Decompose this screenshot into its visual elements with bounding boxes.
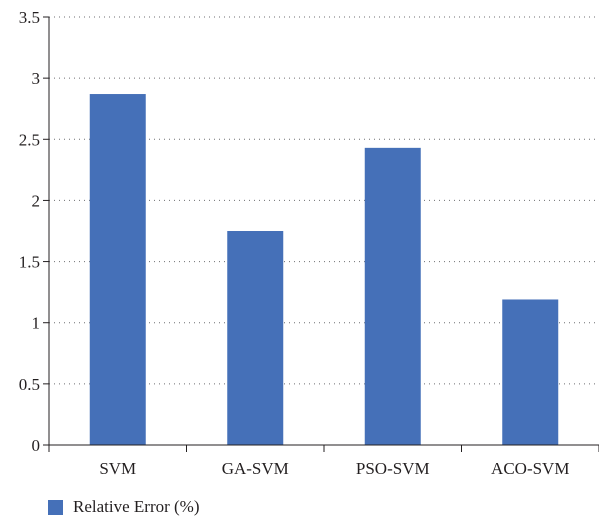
x-category-label: ACO-SVM	[491, 459, 569, 478]
bar-ga-svm	[227, 231, 284, 445]
y-tick-label: 2.5	[19, 130, 40, 149]
y-tick-label: 3	[32, 69, 41, 88]
bars	[89, 94, 559, 446]
axes	[43, 16, 599, 452]
x-category-label: GA-SVM	[222, 459, 289, 478]
legend-swatch	[48, 499, 63, 515]
y-tick-label: 2	[32, 191, 41, 210]
y-tick-label: 1.5	[19, 253, 40, 272]
legend-label: Relative Error (%)	[73, 497, 200, 516]
y-tick-label: 0.5	[19, 375, 40, 394]
y-tick-label: 1	[32, 314, 41, 333]
bar-svm	[89, 94, 146, 445]
bar-aco-svm	[502, 299, 559, 445]
x-category-label: SVM	[99, 459, 136, 478]
x-category-labels: SVM GA-SVM PSO-SVM ACO-SVM	[99, 459, 569, 478]
y-tick-label: 3.5	[19, 8, 40, 27]
bar-pso-svm	[364, 147, 421, 446]
y-tick-labels: 0 0.5 1 1.5 2 2.5 3 3.5	[19, 8, 40, 455]
legend: Relative Error (%)	[48, 497, 200, 517]
x-category-label: PSO-SVM	[356, 459, 430, 478]
y-tick-label: 0	[32, 436, 41, 455]
